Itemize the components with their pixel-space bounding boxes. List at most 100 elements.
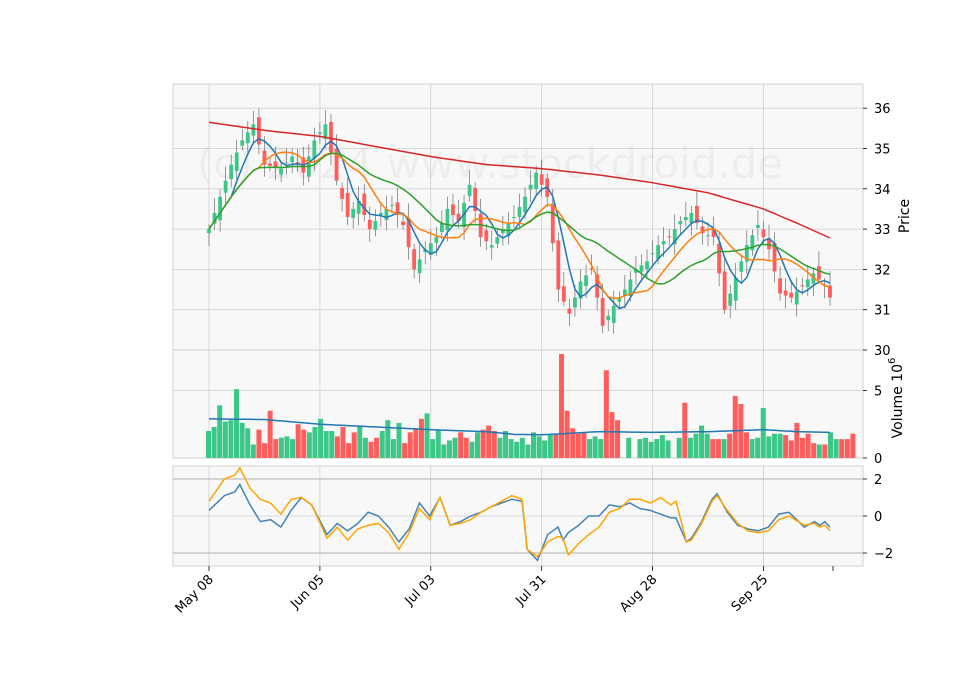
volume-label-text: Volume — [890, 382, 906, 439]
volume-bar — [418, 418, 424, 458]
candle-body — [323, 124, 328, 140]
candle-body — [589, 268, 594, 270]
volume-bar — [228, 420, 234, 458]
volume-bar — [295, 424, 301, 458]
volume-bar — [463, 437, 469, 458]
candle-body — [312, 140, 317, 159]
candle-body — [800, 285, 805, 287]
candle-body — [656, 245, 661, 260]
volume-bar — [290, 439, 296, 458]
candle-body — [290, 156, 295, 163]
candle-body — [268, 163, 272, 166]
volume-bar — [749, 439, 755, 458]
candle-body — [561, 286, 566, 302]
candle-body — [789, 292, 794, 298]
volume-bar — [250, 444, 256, 458]
candle-body — [817, 266, 821, 280]
volume-bar — [721, 439, 727, 458]
candle-body — [739, 261, 744, 272]
volume-bar — [306, 432, 312, 458]
candle-body — [395, 202, 400, 215]
candle-body — [528, 184, 533, 190]
candle-body — [406, 218, 411, 248]
price-tick-label: 30 — [874, 344, 891, 359]
volume-bar — [357, 425, 363, 458]
candle-body — [229, 164, 234, 180]
volume-bar — [329, 431, 335, 458]
volume-bar — [816, 444, 822, 458]
candle-body — [240, 140, 245, 146]
volume-bar — [379, 431, 385, 458]
candle-body — [595, 274, 600, 298]
candle-body — [390, 204, 394, 206]
volume-bar — [844, 439, 850, 458]
volume-bar — [805, 433, 811, 458]
volume-bar — [312, 426, 318, 458]
volume-average-line — [209, 418, 831, 436]
candle-body — [506, 223, 511, 237]
volume-bar — [732, 395, 738, 458]
candle-body — [700, 226, 705, 234]
candle-body — [678, 221, 683, 225]
candle-body — [733, 277, 738, 301]
candle-body — [584, 275, 588, 287]
candle-body — [811, 273, 816, 284]
candle-body — [534, 172, 539, 189]
volume-bar — [592, 436, 598, 458]
price-tick-label: 35 — [874, 142, 891, 157]
volume-bar — [385, 420, 391, 458]
volume-bar — [245, 428, 251, 458]
candle-body — [661, 241, 666, 245]
volume-bar — [402, 443, 408, 458]
volume-bar — [564, 410, 570, 458]
candle-body — [428, 243, 433, 255]
price-axis-label: Price — [897, 199, 913, 233]
volume-bar — [615, 420, 621, 458]
candle-body — [523, 196, 527, 213]
candle-body — [750, 235, 755, 251]
candle-body — [711, 228, 716, 238]
volume-bar — [334, 436, 340, 458]
volume-bar — [598, 439, 604, 458]
volume-bar — [491, 431, 497, 458]
candle-body — [279, 168, 283, 175]
candle-body — [728, 293, 733, 306]
candle-body — [345, 192, 350, 217]
volume-bar — [727, 433, 733, 458]
volume-bar — [318, 418, 324, 458]
candle-body — [722, 271, 727, 310]
volume-bar — [396, 422, 402, 458]
volume-bar — [508, 439, 514, 458]
moving-average-line-2 — [208, 152, 831, 285]
volume-bar — [435, 429, 441, 458]
volume-bar — [531, 432, 537, 458]
volume-bar — [794, 422, 800, 458]
candle-body — [611, 305, 616, 323]
candle-body — [683, 217, 688, 221]
candle-body — [484, 230, 489, 242]
indicator-tick-label: 0 — [874, 510, 882, 525]
x-tick-label: Jul 31 — [512, 572, 549, 609]
volume-tick-label: 5 — [874, 385, 882, 400]
candle-body — [362, 193, 367, 215]
indicator-tick-label: −2 — [874, 547, 893, 562]
volume-axis-label: Volume 106 — [887, 358, 906, 439]
volume-bar — [362, 437, 368, 458]
candle-body — [778, 278, 782, 294]
volume-bar — [542, 440, 548, 458]
volume-bar — [430, 439, 436, 458]
volume-bar — [704, 433, 710, 458]
volume-bar — [833, 439, 839, 458]
volume-bar — [217, 405, 223, 458]
volume-bar — [262, 443, 268, 458]
candle-body — [639, 265, 644, 272]
candle-body — [744, 245, 749, 262]
candle-body — [412, 249, 417, 270]
candle-body — [628, 279, 633, 297]
volume-bar — [788, 440, 794, 458]
candle-body — [794, 291, 799, 305]
volume-bar — [799, 437, 805, 458]
candle-body — [439, 223, 444, 233]
